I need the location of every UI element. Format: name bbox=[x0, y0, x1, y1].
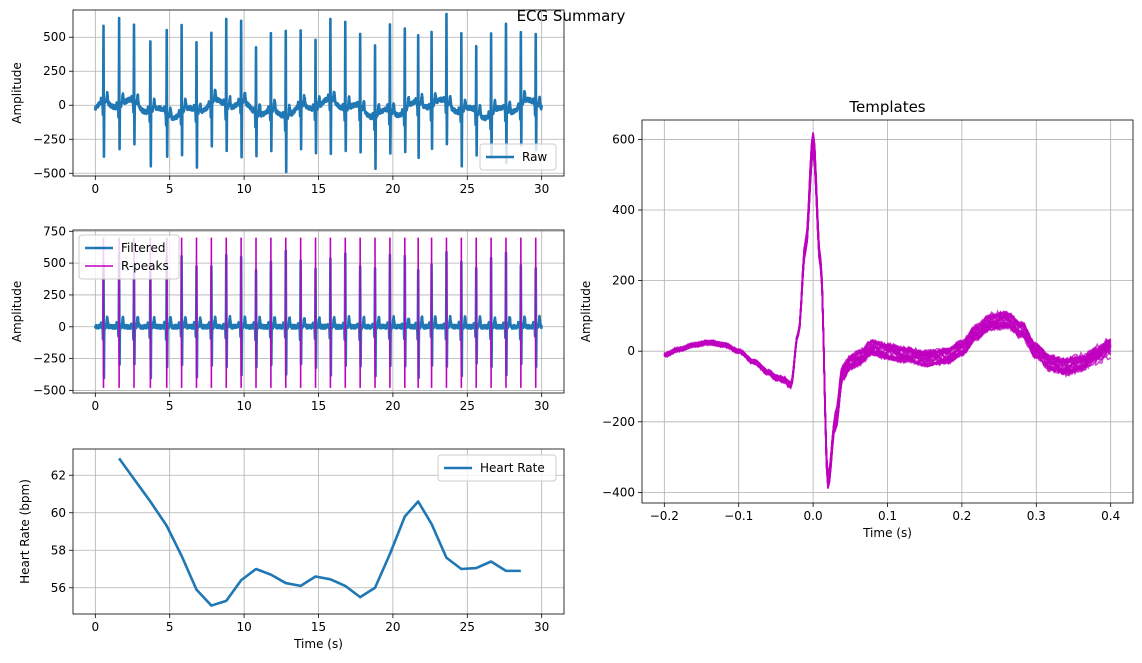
signal-line bbox=[94, 12, 543, 174]
y-axis-label: Amplitude bbox=[579, 281, 593, 343]
axes-title: Templates bbox=[848, 98, 925, 116]
plot-area bbox=[94, 237, 543, 388]
x-tick-label: 25 bbox=[460, 620, 475, 634]
plot-area bbox=[663, 132, 1112, 489]
x-tick-label: 10 bbox=[236, 182, 251, 196]
x-tick-label: 5 bbox=[166, 182, 174, 196]
y-tick-label: −500 bbox=[33, 383, 66, 397]
x-tick-label: 20 bbox=[385, 182, 400, 196]
y-tick-label: 0 bbox=[627, 344, 635, 358]
y-tick-label: 250 bbox=[43, 288, 66, 302]
x-tick-label: 0 bbox=[91, 399, 99, 413]
y-tick-label: 0 bbox=[58, 98, 66, 112]
y-tick-label: 58 bbox=[51, 543, 66, 557]
legend: Filtered R-peaks bbox=[78, 234, 180, 280]
x-tick-label: 0.4 bbox=[1101, 509, 1120, 523]
x-tick-label: 20 bbox=[385, 620, 400, 634]
y-tick-label: −400 bbox=[602, 485, 635, 499]
legend-label: R-peaks bbox=[121, 259, 169, 273]
axes-frame bbox=[72, 448, 565, 615]
y-axis-label: Amplitude bbox=[10, 62, 24, 124]
x-tick-label: −0.2 bbox=[650, 509, 679, 523]
heart-rate-line bbox=[118, 457, 521, 607]
x-axis-label: Time (s) bbox=[862, 526, 912, 540]
x-tick-label: 30 bbox=[534, 620, 549, 634]
axes-frame bbox=[641, 119, 1134, 504]
x-tick-label: −0.1 bbox=[724, 509, 753, 523]
filtered-panel: 0 5 10 15 20 25 30 −500 −250 0 250 500 750 Amplitude F… bbox=[10, 224, 565, 413]
legend: Heart Rate bbox=[437, 454, 557, 482]
x-axis-label: Time (s) bbox=[293, 637, 343, 651]
legend-label: Filtered bbox=[121, 241, 165, 255]
x-tick-label: 5 bbox=[166, 399, 174, 413]
axes-frame bbox=[72, 229, 565, 394]
legend-box bbox=[479, 143, 557, 171]
x-tick-label: 0.3 bbox=[1027, 509, 1046, 523]
x-tick-label: 30 bbox=[534, 399, 549, 413]
templates-panel: −0.2 −0.1 0.0 0.1 0.2 0.3 0.4 −400 −200 0 200 400 60… bbox=[579, 98, 1134, 540]
x-tick-label: 25 bbox=[460, 399, 475, 413]
y-axis-label: Amplitude bbox=[10, 281, 24, 343]
y-tick-label: −200 bbox=[602, 415, 635, 429]
y-tick-label: 0 bbox=[58, 320, 66, 334]
y-tick-label: −250 bbox=[33, 132, 66, 146]
y-tick-label: 60 bbox=[51, 506, 66, 520]
x-tick-label: 0 bbox=[91, 620, 99, 634]
x-tick-label: 5 bbox=[166, 620, 174, 634]
x-tick-label: 15 bbox=[311, 182, 326, 196]
y-tick-label: 250 bbox=[43, 64, 66, 78]
x-tick-label: 0.1 bbox=[878, 509, 897, 523]
y-axis-label: Heart Rate (bpm) bbox=[18, 479, 32, 584]
x-tick-label: 20 bbox=[385, 399, 400, 413]
y-tick-label: 600 bbox=[612, 132, 635, 146]
legend-box bbox=[437, 454, 557, 482]
plot-area bbox=[118, 457, 521, 607]
x-tick-label: 15 bbox=[311, 399, 326, 413]
x-tick-label: 0 bbox=[91, 182, 99, 196]
axes-frame bbox=[72, 9, 565, 177]
y-tick-label: 750 bbox=[43, 224, 66, 238]
y-tick-label: 56 bbox=[51, 581, 66, 595]
signal-line bbox=[94, 249, 543, 380]
x-tick-label: 10 bbox=[236, 399, 251, 413]
legend: Raw bbox=[479, 143, 557, 171]
legend-box bbox=[78, 234, 180, 280]
y-tick-label: 200 bbox=[612, 274, 635, 288]
plot-area bbox=[94, 12, 543, 174]
x-tick-label: 0.2 bbox=[952, 509, 971, 523]
heart-rate-panel: 0 5 10 15 20 25 30 56 58 60 62 Heart Rate (bpm) Time… bbox=[18, 448, 565, 651]
x-tick-label: 10 bbox=[236, 620, 251, 634]
x-tick-label: 30 bbox=[534, 182, 549, 196]
figure-title: ECG Summary bbox=[517, 7, 626, 25]
y-tick-label: 500 bbox=[43, 30, 66, 44]
template-trace bbox=[663, 151, 1112, 479]
legend-label: Raw bbox=[522, 150, 547, 164]
y-tick-label: 62 bbox=[51, 468, 66, 482]
y-tick-label: −500 bbox=[33, 166, 66, 180]
y-tick-label: 500 bbox=[43, 256, 66, 270]
y-tick-label: 400 bbox=[612, 203, 635, 217]
y-tick-label: −250 bbox=[33, 352, 66, 366]
raw-panel: 0 5 10 15 20 25 30 −500 −250 0 250 500 Amplitude Raw bbox=[10, 9, 565, 196]
x-tick-label: 0.0 bbox=[804, 509, 823, 523]
legend-label: Heart Rate bbox=[480, 461, 545, 475]
x-tick-label: 25 bbox=[460, 182, 475, 196]
x-tick-label: 15 bbox=[311, 620, 326, 634]
